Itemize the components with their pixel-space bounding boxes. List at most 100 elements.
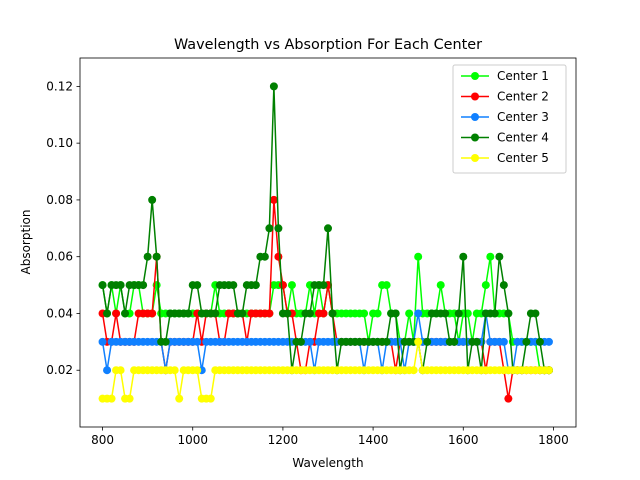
- data-point-center-4: [193, 281, 202, 290]
- data-point-center-4: [139, 281, 148, 290]
- data-point-center-4: [319, 281, 328, 290]
- data-point-center-4: [328, 309, 337, 318]
- legend-marker-center-3: [471, 113, 479, 121]
- data-point-center-3: [98, 337, 107, 346]
- data-point-center-4: [522, 337, 531, 346]
- data-point-center-3: [193, 337, 202, 346]
- data-point-center-3: [414, 309, 423, 318]
- data-point-center-3: [499, 337, 508, 346]
- data-point-center-4: [499, 281, 508, 290]
- data-point-center-4: [184, 309, 193, 318]
- data-point-center-4: [454, 309, 463, 318]
- data-point-center-2: [504, 394, 513, 403]
- data-point-center-2: [278, 281, 287, 290]
- data-point-center-4: [441, 309, 450, 318]
- data-point-center-5: [107, 394, 116, 403]
- data-point-center-4: [274, 224, 283, 233]
- legend-marker-center-4: [471, 133, 479, 142]
- data-point-center-4: [148, 195, 157, 204]
- data-point-center-4: [495, 252, 504, 261]
- data-point-center-4: [324, 224, 332, 233]
- data-point-center-4: [116, 281, 125, 290]
- data-point-center-2: [274, 252, 283, 261]
- y-tick-label: 0.10: [46, 136, 73, 150]
- y-tick-label: 0.12: [46, 79, 73, 93]
- legend-marker-center-2: [471, 92, 479, 101]
- legend-marker-center-1: [471, 72, 479, 80]
- data-point-center-5: [544, 366, 553, 375]
- data-point-center-4: [143, 252, 152, 261]
- data-point-center-5: [125, 394, 134, 403]
- data-point-center-2: [265, 309, 274, 318]
- data-point-center-1: [405, 309, 414, 318]
- data-point-center-4: [391, 309, 400, 318]
- x-tick-label: 1400: [358, 433, 389, 447]
- data-point-center-5: [409, 366, 418, 375]
- x-tick-label: 800: [91, 433, 114, 447]
- data-point-center-1: [436, 281, 445, 290]
- data-point-center-4: [260, 252, 269, 261]
- legend-label-center-4: Center 4: [497, 131, 549, 145]
- data-point-center-2: [319, 309, 328, 318]
- data-point-center-4: [265, 224, 274, 233]
- data-point-center-4: [535, 337, 544, 346]
- data-point-center-4: [269, 82, 278, 91]
- data-point-center-4: [490, 309, 499, 318]
- data-point-center-2: [269, 195, 278, 204]
- data-point-center-5: [170, 366, 179, 375]
- data-point-center-2: [148, 309, 157, 318]
- data-point-center-4: [296, 337, 305, 346]
- x-tick-label: 1200: [268, 433, 299, 447]
- data-point-center-1: [382, 281, 391, 290]
- data-point-center-5: [414, 337, 423, 346]
- data-point-center-4: [103, 309, 112, 318]
- data-point-center-3: [103, 366, 112, 375]
- data-point-center-4: [305, 309, 314, 318]
- data-point-center-4: [531, 309, 540, 318]
- x-tick-label: 1600: [448, 433, 479, 447]
- data-point-center-4: [211, 309, 220, 318]
- data-point-center-4: [382, 337, 391, 346]
- data-point-center-4: [504, 309, 513, 318]
- legend-marker-center-5: [471, 154, 479, 162]
- data-point-center-1: [414, 252, 423, 261]
- data-point-center-5: [193, 366, 202, 375]
- data-point-center-3: [305, 337, 314, 346]
- data-point-center-1: [360, 309, 369, 318]
- data-point-center-4: [229, 281, 238, 290]
- axes-frame: [79, 57, 577, 428]
- plot-area: 800 1000 1200 1400 1600 1800 0.02 0.04 0.06 0.08 0…: [46, 57, 577, 447]
- data-point-center-4: [450, 337, 459, 346]
- legend-label-center-2: Center 2: [497, 90, 549, 104]
- legend-label-center-3: Center 3: [497, 110, 549, 124]
- data-point-center-4: [238, 309, 247, 318]
- data-point-center-5: [175, 394, 184, 403]
- x-tick-label: 1800: [538, 433, 569, 447]
- y-tick-label: 0.08: [46, 193, 73, 207]
- x-axis-label: Wavelength: [292, 456, 363, 470]
- data-point-center-1: [373, 309, 382, 318]
- data-point-center-4: [283, 309, 292, 318]
- chart-title: Wavelength vs Absorption For Each Center: [174, 37, 482, 53]
- data-point-center-4: [459, 252, 468, 261]
- y-tick-label: 0.04: [46, 306, 73, 320]
- legend-label-center-5: Center 5: [497, 151, 549, 165]
- x-tick-label: 1000: [177, 433, 208, 447]
- y-axis-label: Absorption: [19, 210, 33, 275]
- data-point-center-4: [152, 252, 161, 261]
- data-point-center-4: [161, 337, 170, 346]
- data-point-center-1: [287, 281, 296, 290]
- data-point-center-4: [472, 337, 481, 346]
- data-point-center-2: [112, 309, 121, 318]
- data-point-center-4: [423, 337, 432, 346]
- data-point-center-5: [206, 394, 215, 403]
- data-point-center-5: [116, 366, 125, 375]
- data-point-center-4: [121, 309, 130, 318]
- data-point-center-1: [481, 281, 490, 290]
- data-point-center-3: [544, 337, 553, 346]
- data-point-center-4: [98, 281, 107, 290]
- y-tick-label: 0.06: [46, 250, 73, 264]
- data-point-center-4: [251, 281, 260, 290]
- data-point-center-1: [486, 252, 495, 261]
